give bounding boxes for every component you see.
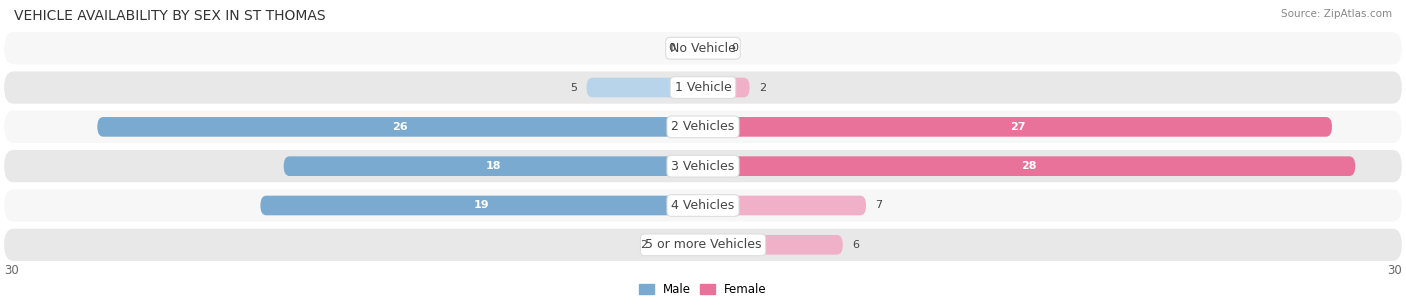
Text: No Vehicle: No Vehicle [671, 42, 735, 55]
Text: 0: 0 [668, 43, 675, 53]
Text: 18: 18 [485, 161, 501, 171]
Text: 5: 5 [571, 83, 578, 92]
FancyBboxPatch shape [97, 117, 703, 137]
FancyBboxPatch shape [703, 78, 749, 97]
Text: 27: 27 [1010, 122, 1025, 132]
Text: 6: 6 [852, 240, 859, 250]
Text: 2: 2 [759, 83, 766, 92]
FancyBboxPatch shape [260, 196, 703, 215]
Text: 30: 30 [1388, 264, 1402, 278]
FancyBboxPatch shape [284, 156, 703, 176]
FancyBboxPatch shape [692, 38, 703, 58]
Text: 19: 19 [474, 200, 489, 210]
FancyBboxPatch shape [703, 196, 866, 215]
FancyBboxPatch shape [4, 111, 1402, 143]
Text: Source: ZipAtlas.com: Source: ZipAtlas.com [1281, 9, 1392, 19]
FancyBboxPatch shape [4, 150, 1402, 182]
FancyBboxPatch shape [586, 78, 703, 97]
Legend: Male, Female: Male, Female [634, 278, 772, 301]
FancyBboxPatch shape [4, 189, 1402, 222]
Text: 5 or more Vehicles: 5 or more Vehicles [645, 238, 761, 251]
Text: 26: 26 [392, 122, 408, 132]
Text: 1 Vehicle: 1 Vehicle [675, 81, 731, 94]
FancyBboxPatch shape [703, 156, 1355, 176]
Text: 2: 2 [640, 240, 647, 250]
Text: 7: 7 [876, 200, 883, 210]
FancyBboxPatch shape [703, 117, 1331, 137]
FancyBboxPatch shape [703, 38, 714, 58]
FancyBboxPatch shape [657, 235, 703, 255]
FancyBboxPatch shape [4, 32, 1402, 64]
FancyBboxPatch shape [4, 229, 1402, 261]
Text: 2 Vehicles: 2 Vehicles [672, 120, 734, 133]
Text: 3 Vehicles: 3 Vehicles [672, 160, 734, 173]
Text: 30: 30 [4, 264, 18, 278]
FancyBboxPatch shape [4, 71, 1402, 104]
Text: 0: 0 [731, 43, 738, 53]
Text: VEHICLE AVAILABILITY BY SEX IN ST THOMAS: VEHICLE AVAILABILITY BY SEX IN ST THOMAS [14, 9, 326, 23]
Text: 4 Vehicles: 4 Vehicles [672, 199, 734, 212]
FancyBboxPatch shape [703, 235, 842, 255]
Text: 28: 28 [1021, 161, 1036, 171]
